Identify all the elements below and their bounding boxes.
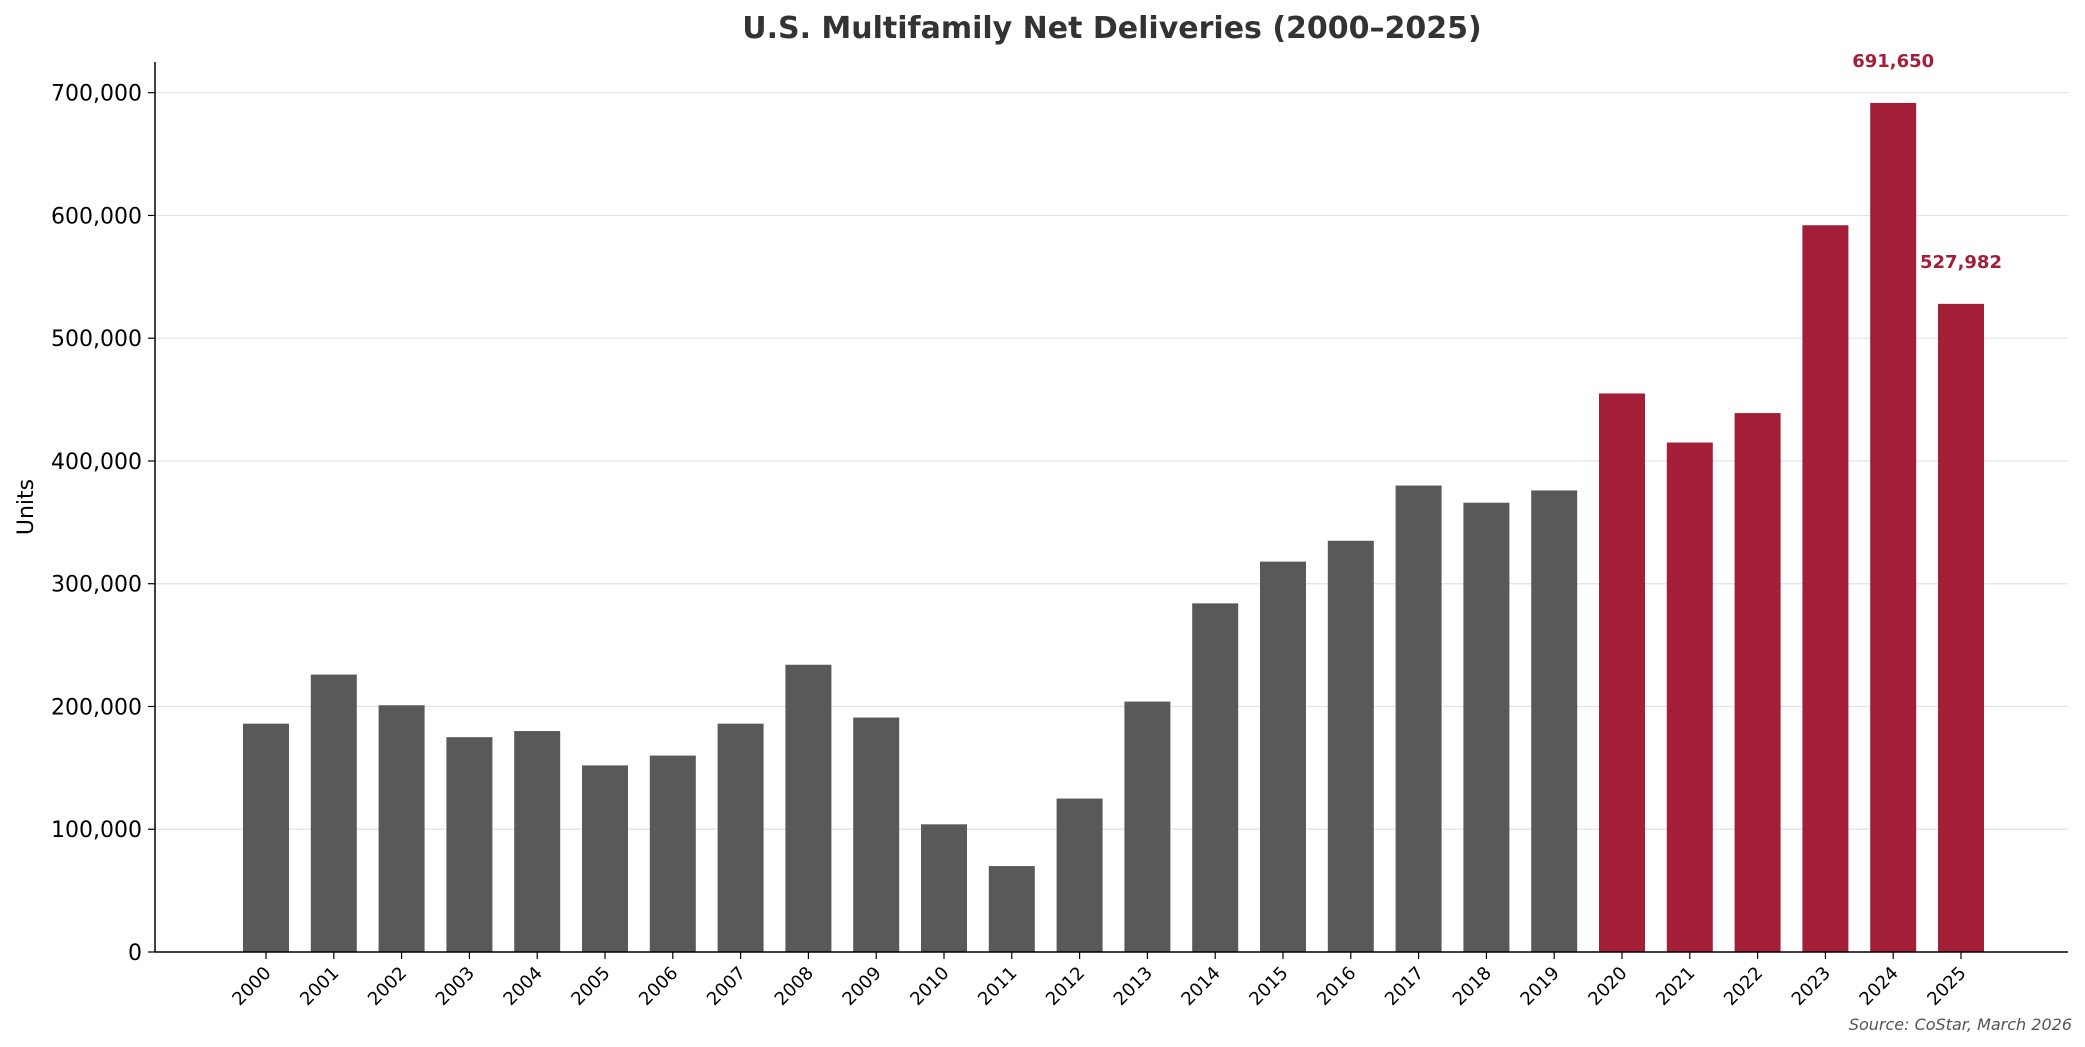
- y-tick-label: 300,000: [51, 573, 142, 598]
- bar-2002: [378, 705, 425, 952]
- source-note: Source: CoStar, March 2026: [1849, 1015, 2072, 1034]
- x-tick-label: 2020: [1584, 963, 1631, 1010]
- y-tick-label: 0: [128, 941, 142, 966]
- y-tick-label: 600,000: [51, 204, 142, 229]
- bar-2000: [243, 723, 289, 952]
- x-tick-label: 2003: [432, 963, 479, 1010]
- y-tick-label: 200,000: [51, 695, 142, 720]
- x-tick-label: 2016: [1313, 963, 1360, 1010]
- x-tick-label: 2007: [703, 963, 750, 1010]
- bar-2013: [1124, 701, 1171, 952]
- bar-2022: [1734, 413, 1781, 952]
- bar-2010: [921, 824, 967, 952]
- x-tick-label: 2004: [499, 963, 546, 1010]
- bar-2009: [853, 717, 900, 952]
- bar-2023: [1802, 225, 1849, 952]
- bar-2008: [785, 664, 832, 952]
- bars: [243, 102, 1984, 953]
- x-tick-label: 2025: [1923, 963, 1970, 1010]
- y-axis-label: Units: [14, 479, 39, 535]
- y-tick-label: 400,000: [51, 450, 142, 475]
- x-tick-label: 2018: [1449, 963, 1496, 1010]
- bar-2016: [1327, 540, 1374, 952]
- bar-2017: [1395, 485, 1442, 952]
- bar-2006: [649, 755, 696, 952]
- y-ticks: 0 100,000 200,000 300,000 400,000 500,000 600,…: [51, 82, 155, 966]
- bar-2004: [514, 731, 561, 952]
- axes: [154, 62, 2068, 953]
- chart-title: U.S. Multifamily Net Deliveries (2000–20…: [742, 11, 1482, 46]
- bar-2021: [1666, 442, 1713, 952]
- data-label-2024: 691,650: [1852, 51, 1934, 72]
- x-tick-label: 2023: [1788, 963, 1835, 1010]
- data-label-2025: 527,982: [1920, 252, 2002, 273]
- bar-2024: [1870, 102, 1917, 952]
- bar-2014: [1192, 603, 1239, 952]
- x-tick-label: 2002: [364, 963, 411, 1010]
- y-tick-label: 100,000: [51, 818, 142, 843]
- x-tick-label: 2001: [296, 963, 343, 1010]
- x-tick-label: 2019: [1516, 963, 1563, 1010]
- x-tick-label: 2017: [1381, 963, 1428, 1010]
- x-tick-label: 2014: [1177, 963, 1224, 1010]
- bar-2007: [717, 723, 764, 952]
- bar-2015: [1260, 561, 1306, 952]
- x-tick-label: 2012: [1042, 963, 1089, 1010]
- bar-2025: [1938, 303, 1984, 952]
- bar-2003: [446, 737, 493, 952]
- gridlines: [155, 92, 2068, 830]
- x-tick-label: 2022: [1720, 963, 1767, 1010]
- x-tick-label: 2021: [1652, 963, 1699, 1010]
- x-tick-label: 2009: [838, 963, 885, 1010]
- x-tick-label: 2024: [1855, 963, 1902, 1010]
- x-tick-label: 2010: [906, 963, 953, 1010]
- data-labels: 691,650 527,982: [1852, 51, 2002, 273]
- bar-2001: [310, 674, 357, 952]
- bar-2012: [1056, 798, 1103, 952]
- bar-2018: [1463, 502, 1510, 952]
- x-tick-label: 2008: [771, 963, 818, 1010]
- bar-2020: [1599, 393, 1645, 953]
- y-tick-label: 700,000: [51, 82, 142, 107]
- x-tick-label: 2006: [635, 963, 682, 1010]
- x-tick-label: 2000: [228, 963, 275, 1010]
- x-tick-label: 2015: [1245, 963, 1292, 1010]
- bar-2011: [988, 866, 1035, 952]
- x-ticks: 2000 2001 2002 2003 2004 2005 2006 2007 2008 2009…: [228, 952, 1971, 1010]
- x-tick-label: 2011: [974, 963, 1021, 1010]
- y-tick-label: 500,000: [51, 327, 142, 352]
- bar-2019: [1531, 490, 1578, 952]
- x-tick-label: 2005: [567, 963, 614, 1010]
- bar-2005: [582, 765, 628, 952]
- x-tick-label: 2013: [1110, 963, 1157, 1010]
